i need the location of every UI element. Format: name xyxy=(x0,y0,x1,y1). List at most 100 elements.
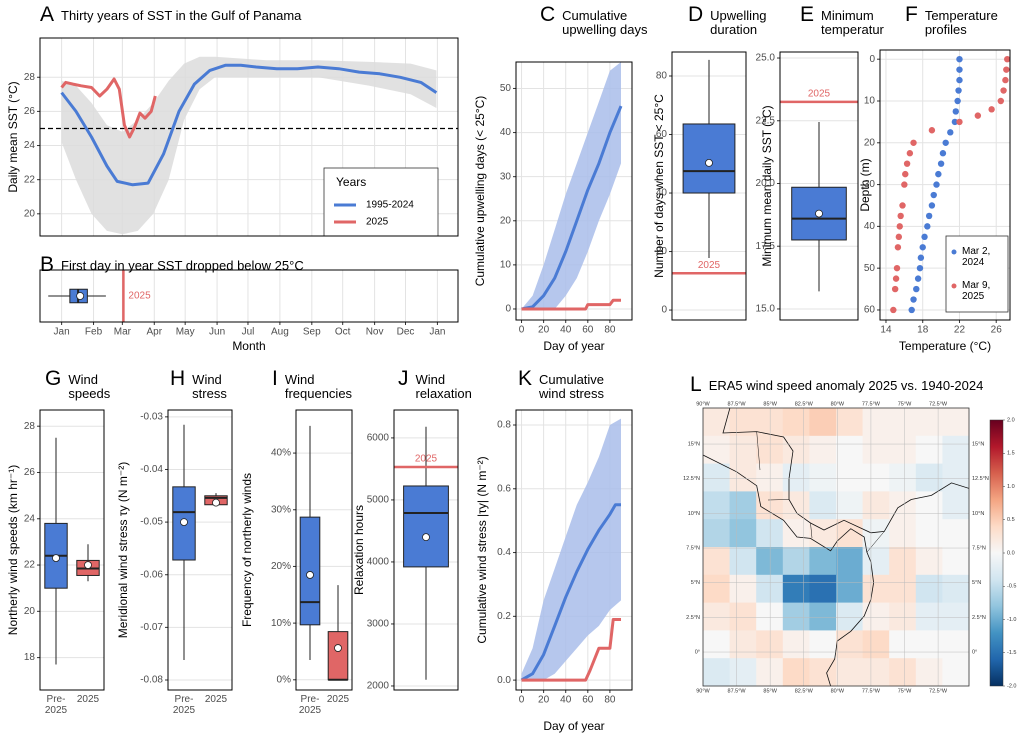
y-tick-label: 7.5°N xyxy=(972,545,986,551)
legend-swatch xyxy=(951,249,957,255)
heatmap-cell xyxy=(756,658,784,687)
y-tick-label: 15°N xyxy=(972,442,984,448)
x-tick-label: 85°W xyxy=(763,401,777,407)
plot-frame xyxy=(39,269,459,323)
panel-title: B First day in year SST dropped below 25°… xyxy=(40,254,460,276)
y-tick-label: 5°N xyxy=(691,580,700,586)
y-tick-label: 0° xyxy=(972,649,977,655)
heatmap-cell xyxy=(862,658,890,687)
plot-frame xyxy=(39,37,459,237)
heatmap-cell xyxy=(809,491,837,520)
y-tick-label: 22 xyxy=(24,560,36,571)
text-box: 2025 xyxy=(205,694,227,705)
panel xyxy=(880,50,1011,320)
panel-letter: E xyxy=(800,4,815,26)
y-tick-label: 12.5°N xyxy=(972,476,989,482)
panel-title: F Temperature profiles xyxy=(905,4,1017,37)
heatmap-cell xyxy=(729,519,757,548)
legend-label: 2025 xyxy=(366,217,389,228)
heatmap-cell xyxy=(836,658,863,687)
x-tick-label: 26 xyxy=(991,325,1003,336)
y-tick-label: -0.08 xyxy=(140,675,163,686)
y-tick-label: 30 xyxy=(500,171,512,182)
box xyxy=(682,123,736,194)
text-box: K Cumulative wind stress xyxy=(518,368,630,401)
band xyxy=(521,418,621,681)
mean xyxy=(52,554,60,562)
heatmap-cell xyxy=(889,435,917,464)
heatmap-cell xyxy=(756,630,784,659)
plot-frame xyxy=(393,409,459,691)
colorbar-tick-label: 1.0 xyxy=(1007,484,1015,490)
panel xyxy=(296,410,352,690)
series-line xyxy=(521,618,621,682)
point xyxy=(903,160,911,167)
text-box: Mar 2, 2024 xyxy=(962,246,990,268)
y-axis-label: Meridional wind stress τy (N m⁻²) xyxy=(116,462,130,638)
heatmap-cell xyxy=(889,519,917,548)
point xyxy=(1000,87,1007,94)
colorbar-tick-label: 0.5 xyxy=(1007,517,1015,523)
point xyxy=(921,233,928,241)
legend-swatch xyxy=(951,283,957,289)
heatmap-cell xyxy=(862,519,890,548)
heatmap-cell xyxy=(915,630,943,659)
heatmap-cell xyxy=(809,630,837,659)
mean xyxy=(84,561,92,569)
y-tick-label: 25.0 xyxy=(756,53,776,64)
panel-title-text: First day in year SST dropped below 25°C xyxy=(61,258,304,273)
text-box: G Wind speeds xyxy=(45,368,125,401)
heatmap-cell xyxy=(729,574,757,603)
heatmap-cell xyxy=(703,519,730,548)
heatmap-cell xyxy=(782,630,810,659)
text-box: C Cumulative upwelling days xyxy=(540,4,647,37)
x-tick-label: Pre- 2025 xyxy=(298,694,322,716)
y-tick-label: 20 xyxy=(656,246,668,257)
heatmap-cell xyxy=(703,630,730,659)
point xyxy=(955,87,962,94)
point xyxy=(902,170,909,178)
point xyxy=(910,139,917,146)
x-tick-label: 87.5°W xyxy=(728,401,747,407)
y-tick-label: 50 xyxy=(500,83,512,94)
heatmap-cell xyxy=(889,547,917,576)
colorbar-tick-label: 1.5 xyxy=(1007,451,1015,457)
point xyxy=(997,97,1005,105)
point xyxy=(928,127,936,134)
y-tick-label: 10°N xyxy=(972,511,984,517)
point xyxy=(924,223,931,230)
heatmap-cell xyxy=(729,602,757,631)
y-tick-label: 0 xyxy=(661,305,667,316)
point xyxy=(1002,76,1009,84)
heatmap-cell xyxy=(756,574,784,603)
x-axis-label: Temperature (°C) xyxy=(899,339,991,353)
reference-label: 2025 xyxy=(808,89,831,100)
panel-title-text: Wind speeds xyxy=(68,372,111,401)
panel-letter: A xyxy=(40,4,55,26)
y-tick-label: 0.0 xyxy=(497,675,511,686)
colorbar-tick-label: 0.0 xyxy=(1007,550,1015,556)
heatmap-cell xyxy=(915,463,943,492)
text-box: Pre- 2025 xyxy=(298,694,322,716)
plot-frame xyxy=(295,409,353,691)
y-tick-label: -0.07 xyxy=(140,622,163,633)
mean xyxy=(212,498,220,507)
legend-box xyxy=(945,235,1009,313)
legend-label: Mar 9, 2025 xyxy=(962,280,991,302)
panel-title: K Cumulative wind stress xyxy=(518,368,630,401)
panel-title: G Wind speeds xyxy=(45,368,125,401)
text-box: I Wind frequencies xyxy=(272,368,352,401)
heatmap-cell xyxy=(809,547,837,576)
x-tick-label: Feb xyxy=(85,327,103,338)
y-tick-label: 40 xyxy=(656,188,668,199)
panel-title-text: Wind stress xyxy=(192,372,227,401)
heatmap-cell xyxy=(862,574,890,603)
reference-label: 2025 xyxy=(415,454,438,465)
heatmap-cell xyxy=(836,630,863,659)
heatmap-cell xyxy=(862,630,890,659)
y-tick-label: 0 xyxy=(505,304,511,315)
panel-title-text: Wind relaxation xyxy=(415,372,472,401)
heatmap-cell xyxy=(942,519,970,548)
mean xyxy=(422,533,430,542)
heatmap-cell xyxy=(782,491,810,520)
